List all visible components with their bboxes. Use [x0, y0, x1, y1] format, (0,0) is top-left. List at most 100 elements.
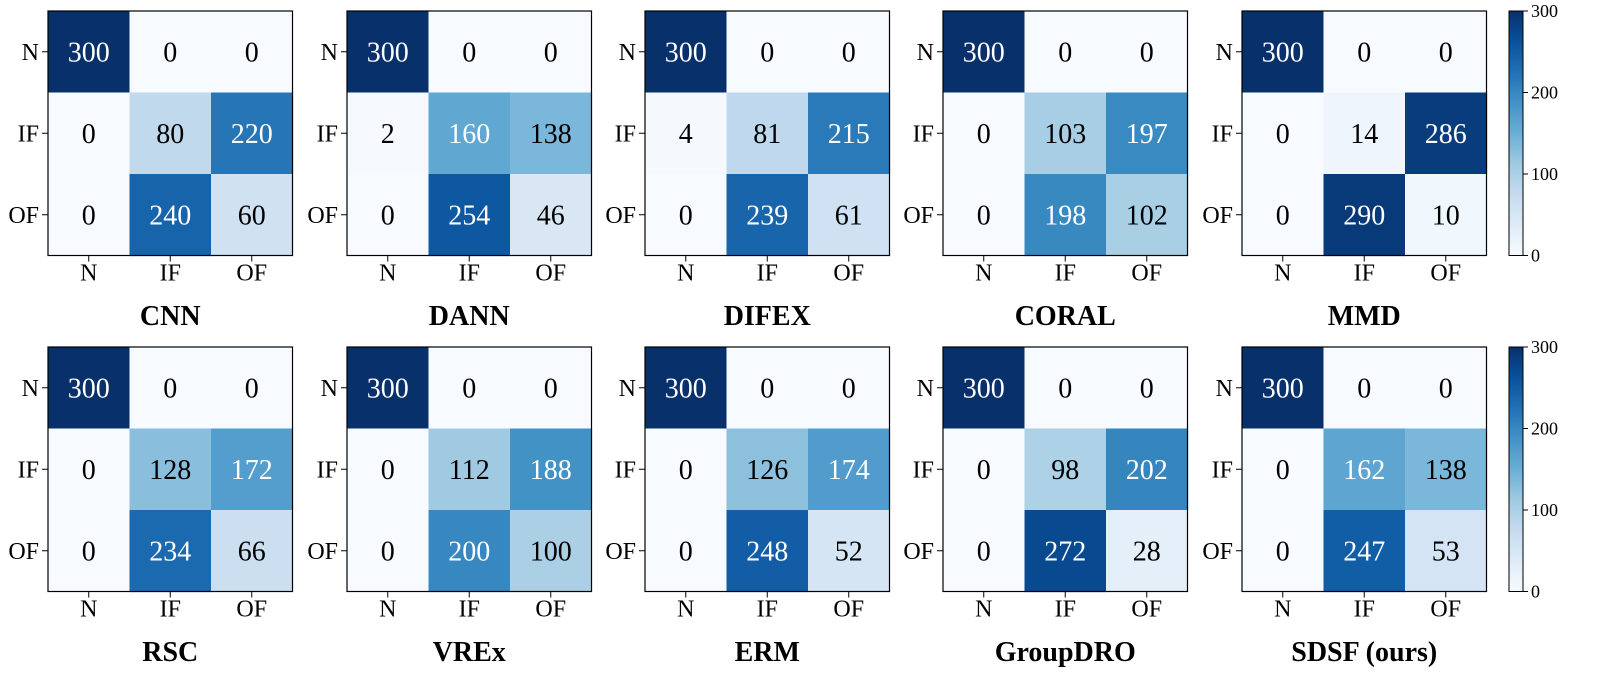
cell-value-label: 0	[163, 37, 177, 68]
heatmap-cell	[645, 92, 728, 175]
heatmap-cell	[1024, 11, 1107, 94]
cell-value-label: 0	[842, 373, 856, 404]
cell-value-label: 80	[156, 119, 184, 150]
cell-value-label: 300	[68, 373, 110, 404]
y-tick-label: OF	[903, 203, 934, 229]
heatmap-cell	[129, 11, 212, 94]
colorbar-fill	[1509, 347, 1523, 592]
heatmap-cell	[1106, 347, 1189, 430]
x-tick-label: IF	[459, 261, 480, 287]
y-tick-label: IF	[317, 457, 338, 483]
heatmap-cell	[726, 347, 809, 430]
heatmap-cell	[1242, 174, 1325, 257]
cell-value-label: 0	[82, 536, 96, 567]
cell-value-label: 126	[746, 455, 788, 486]
heatmap-cell	[645, 347, 728, 430]
cell-value-label: 300	[665, 37, 707, 68]
x-tick-label: OF	[535, 597, 566, 623]
cell-value-label: 0	[1276, 200, 1290, 231]
colorbar-frame	[1508, 346, 1524, 592]
confusion-matrix-panel: 300 0 0 0 162 138 0 247 53 N N IF IF OF OF SDSF (ours)	[1202, 346, 1488, 668]
confusion-matrix-panel: 300 0 0 0 128 172 0 234 66 N N IF IF OF OF RSC	[8, 346, 294, 668]
confusion-matrix-panel: 300 0 0 0 112 188 0 200 100 N N IF IF OF OF VREx	[307, 346, 593, 668]
heatmap-cell	[1106, 428, 1189, 511]
panel-title: DANN	[429, 301, 510, 332]
heatmap-cell	[808, 92, 891, 175]
x-tick-label: IF	[1055, 597, 1076, 623]
heatmap-cell	[1405, 11, 1488, 94]
cell-value-label: 112	[449, 455, 490, 486]
cell-value-label: 215	[828, 119, 870, 150]
colorbar-tick-label: 200	[1531, 419, 1558, 439]
cell-value-label: 202	[1126, 455, 1168, 486]
cell-value-label: 61	[835, 200, 863, 231]
heatmap-cell	[645, 510, 728, 593]
cell-value-label: 300	[665, 373, 707, 404]
cell-value-label: 300	[963, 373, 1005, 404]
x-tick-label: IF	[1354, 261, 1375, 287]
y-tick-label: OF	[8, 539, 39, 565]
x-tick-label: N	[379, 261, 396, 287]
cell-value-label: 0	[462, 37, 476, 68]
heatmap-cell	[1405, 92, 1488, 175]
x-tick-label: IF	[160, 597, 181, 623]
heatmap-cell	[943, 428, 1026, 511]
cell-value-label: 0	[82, 200, 96, 231]
x-tick-label: N	[975, 261, 992, 287]
cell-value-label: 66	[238, 536, 266, 567]
cell-value-label: 128	[149, 455, 191, 486]
heatmap-cell	[510, 347, 593, 430]
cell-value-label: 198	[1044, 200, 1086, 231]
cell-value-label: 0	[760, 373, 774, 404]
cell-value-label: 290	[1343, 200, 1385, 231]
heatmap-cell	[347, 510, 430, 593]
cell-value-label: 0	[1058, 37, 1072, 68]
cell-value-label: 0	[82, 455, 96, 486]
cell-value-label: 0	[977, 455, 991, 486]
heatmap-cell	[726, 174, 809, 257]
panel-title: ERM	[735, 637, 800, 668]
heatmap-cell	[726, 11, 809, 94]
cell-value-label: 100	[530, 536, 572, 567]
confusion-matrix-panel: 300 0 0 0 80 220 0 240 60 N N IF IF OF OF CNN	[8, 10, 294, 332]
panel-title: MMD	[1328, 301, 1401, 332]
heatmap-cell	[726, 510, 809, 593]
cell-value-label: 81	[753, 119, 781, 150]
y-tick-label: OF	[8, 203, 39, 229]
cell-value-label: 0	[82, 119, 96, 150]
cell-value-label: 0	[163, 373, 177, 404]
cell-value-label: 0	[1439, 373, 1453, 404]
confusion-matrix-panel: 300 0 0 0 98 202 0 272 28 N N IF IF OF OF GroupDRO	[903, 346, 1189, 668]
y-tick-label: IF	[1212, 121, 1233, 147]
heatmap-cell	[1242, 11, 1325, 94]
cell-value-label: 0	[1140, 373, 1154, 404]
y-tick-label: N	[22, 40, 39, 66]
y-tick-label: OF	[605, 539, 636, 565]
cell-value-label: 172	[231, 455, 273, 486]
y-tick-label: N	[22, 376, 39, 402]
cell-value-label: 0	[245, 37, 259, 68]
y-tick-label: N	[917, 40, 934, 66]
cell-value-label: 0	[1276, 536, 1290, 567]
heatmap-cell	[943, 347, 1026, 430]
cell-value-label: 0	[462, 373, 476, 404]
cell-value-label: 0	[977, 119, 991, 150]
panel-title: CNN	[140, 301, 201, 332]
heatmap-cell	[347, 428, 430, 511]
y-tick-label: IF	[1212, 457, 1233, 483]
colorbar-tick-label: 200	[1531, 83, 1558, 103]
colorbar: 0 100 200 300	[1508, 337, 1558, 602]
heatmap-cell	[48, 428, 131, 511]
heatmap-cell	[943, 11, 1026, 94]
heatmap-cell	[1323, 428, 1406, 511]
panel-title: RSC	[142, 637, 198, 668]
x-tick-label: IF	[1354, 597, 1375, 623]
heatmap-cell	[129, 510, 212, 593]
cell-value-label: 0	[679, 200, 693, 231]
heatmap-cell	[428, 428, 511, 511]
x-tick-label: OF	[833, 597, 864, 623]
cell-value-label: 240	[149, 200, 191, 231]
cell-value-label: 0	[679, 536, 693, 567]
colorbar: 0 100 200 300	[1508, 1, 1558, 266]
heatmap-cell	[129, 174, 212, 257]
